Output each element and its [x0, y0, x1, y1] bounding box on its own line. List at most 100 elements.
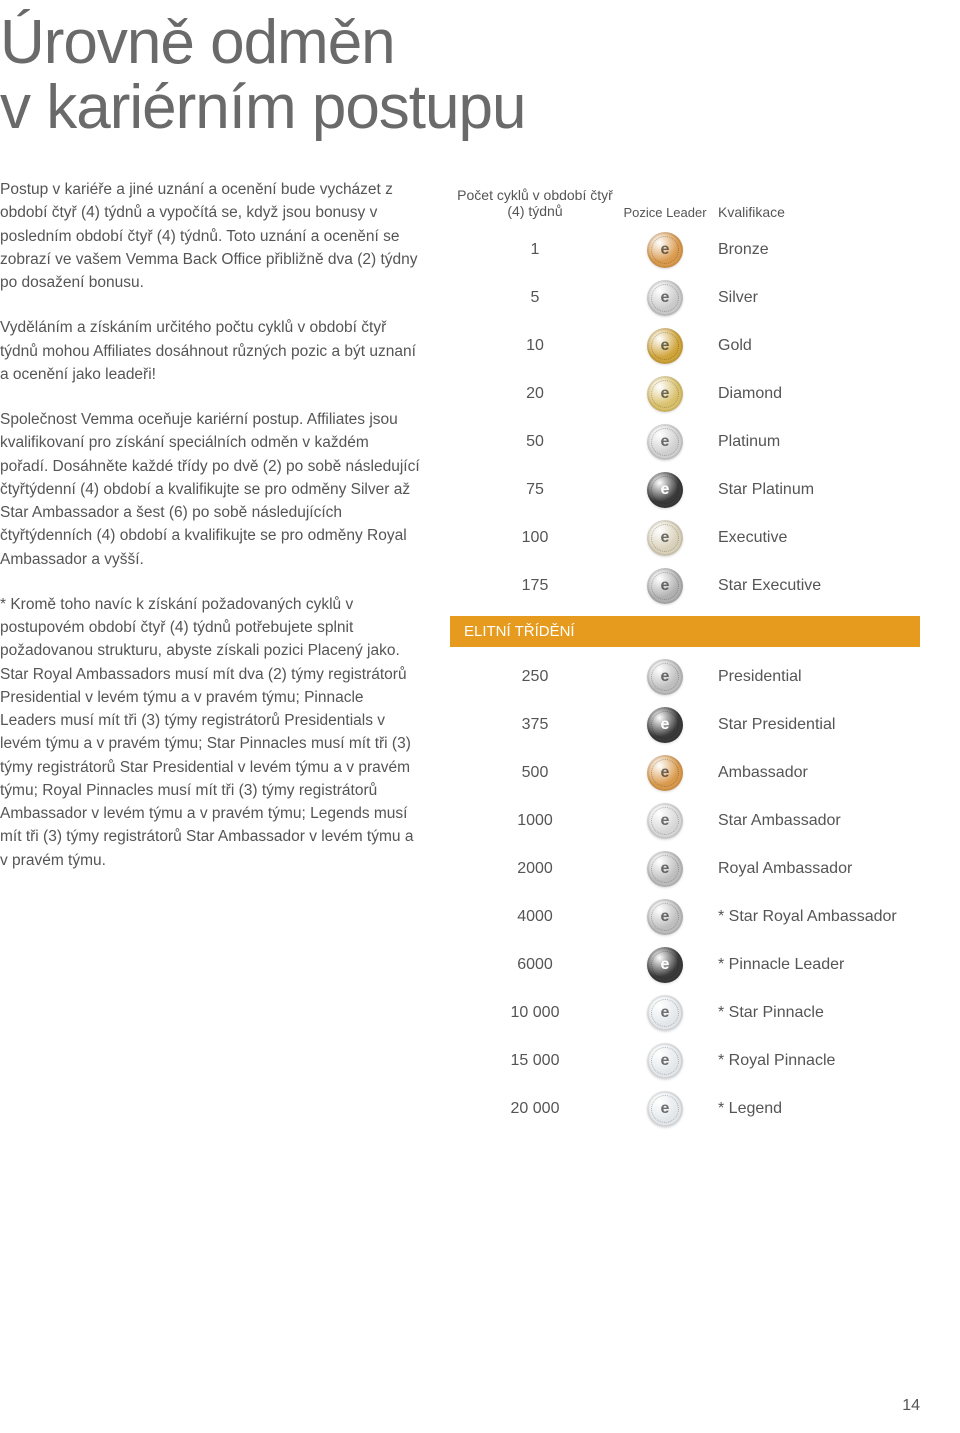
cycles-value: 20 — [450, 385, 620, 403]
coin-icon: e — [647, 1043, 683, 1079]
title-line2: v kariérním postupu — [0, 73, 525, 142]
qualification-label: Presidential — [710, 668, 920, 686]
coin-icon: e — [647, 995, 683, 1031]
coin-icon: e — [647, 280, 683, 316]
table-row: 20 e Diamond — [450, 370, 920, 418]
cycles-value: 15 000 — [450, 1052, 620, 1070]
qualification-label: Star Ambassador — [710, 812, 920, 830]
level-icon-cell: e — [620, 707, 710, 743]
table-row: 500 e Ambassador — [450, 749, 920, 797]
paragraph-3: Společnost Vemma oceňuje kariérní postup… — [0, 408, 420, 571]
qualification-label: * Star Royal Ambassador — [710, 908, 920, 926]
table-row: 75 e Star Platinum — [450, 466, 920, 514]
qualification-label: * Royal Pinnacle — [710, 1052, 920, 1070]
table-row: 250 e Presidential — [450, 653, 920, 701]
table-row: 100 e Executive — [450, 514, 920, 562]
table-row: 5 e Silver — [450, 274, 920, 322]
page-title: Úrovně odměn v kariérním postupu — [0, 10, 920, 140]
qualification-label: Ambassador — [710, 764, 920, 782]
qualification-label: Star Executive — [710, 577, 920, 595]
coin-icon: e — [647, 755, 683, 791]
coin-icon: e — [647, 472, 683, 508]
cycles-value: 500 — [450, 764, 620, 782]
level-icon-cell: e — [620, 328, 710, 364]
paragraph-2: Vyděláním a získáním určitého počtu cykl… — [0, 316, 420, 386]
table-row: 375 e Star Presidential — [450, 701, 920, 749]
levels-table: Počet cyklů v období čtyř (4) týdnů Pozi… — [450, 178, 920, 1133]
table-row: 1 e Bronze — [450, 226, 920, 274]
cycles-value: 4000 — [450, 908, 620, 926]
coin-icon: e — [647, 899, 683, 935]
level-icon-cell: e — [620, 472, 710, 508]
cycles-value: 50 — [450, 433, 620, 451]
cycles-value: 375 — [450, 716, 620, 734]
cycles-value: 250 — [450, 668, 620, 686]
table-row: 2000 e Royal Ambassador — [450, 845, 920, 893]
qualification-label: * Pinnacle Leader — [710, 956, 920, 974]
qualification-label: Silver — [710, 289, 920, 307]
elite-divider: ELITNÍ TŘÍDĚNÍ — [450, 616, 920, 647]
level-icon-cell: e — [620, 659, 710, 695]
table-row: 4000 e * Star Royal Ambassador — [450, 893, 920, 941]
coin-icon: e — [647, 947, 683, 983]
qualification-label: Bronze — [710, 241, 920, 259]
table-row: 50ePlatinum — [450, 418, 920, 466]
cycles-value: 2000 — [450, 860, 620, 878]
body-text-column: Postup v kariéře a jiné uznání a ocenění… — [0, 178, 420, 1133]
level-icon-cell: e — [620, 568, 710, 604]
qualification-label: Royal Ambassador — [710, 860, 920, 878]
cycles-value: 175 — [450, 577, 620, 595]
title-line1: Úrovně odměn — [0, 8, 395, 77]
level-icon-cell: e — [620, 520, 710, 556]
coin-icon: e — [647, 707, 683, 743]
coin-icon: e — [647, 232, 683, 268]
qualification-label: Diamond — [710, 385, 920, 403]
cycles-value: 10 — [450, 337, 620, 355]
level-icon-cell: e — [620, 424, 710, 460]
level-icon-cell: e — [620, 1091, 710, 1127]
coin-icon: e — [647, 659, 683, 695]
cycles-value: 20 000 — [450, 1100, 620, 1118]
qualification-label: Executive — [710, 529, 920, 547]
level-icon-cell: e — [620, 1043, 710, 1079]
coin-icon: e — [647, 328, 683, 364]
table-row: 20 000 e * Legend — [450, 1085, 920, 1133]
qualification-label: Star Platinum — [710, 481, 920, 499]
level-icon-cell: e — [620, 947, 710, 983]
coin-icon: e — [647, 376, 683, 412]
qualification-label: Platinum — [710, 433, 920, 451]
page-number: 14 — [902, 1397, 920, 1415]
cycles-value: 75 — [450, 481, 620, 499]
coin-icon: e — [647, 568, 683, 604]
coin-icon: e — [647, 520, 683, 556]
qualification-label: Star Presidential — [710, 716, 920, 734]
paragraph-1: Postup v kariéře a jiné uznání a ocenění… — [0, 178, 420, 294]
level-icon-cell: e — [620, 280, 710, 316]
coin-icon: e — [647, 1091, 683, 1127]
level-icon-cell: e — [620, 851, 710, 887]
header-qualification: Kvalifikace — [710, 204, 920, 220]
coin-icon: e — [647, 851, 683, 887]
qualification-label: * Legend — [710, 1100, 920, 1118]
table-header: Počet cyklů v období čtyř (4) týdnů Pozi… — [450, 178, 920, 226]
level-icon-cell: e — [620, 995, 710, 1031]
content-columns: Postup v kariéře a jiné uznání a ocenění… — [0, 178, 920, 1133]
level-icon-cell: e — [620, 755, 710, 791]
cycles-value: 1 — [450, 241, 620, 259]
level-icon-cell: e — [620, 232, 710, 268]
cycles-value: 1000 — [450, 812, 620, 830]
table-row: 175 e Star Executive — [450, 562, 920, 610]
table-row: 6000 e * Pinnacle Leader — [450, 941, 920, 989]
table-row: 1000 e Star Ambassador — [450, 797, 920, 845]
coin-icon: e — [647, 803, 683, 839]
level-icon-cell: e — [620, 803, 710, 839]
qualification-label: Gold — [710, 337, 920, 355]
table-row: 15 000 e * Royal Pinnacle — [450, 1037, 920, 1085]
level-icon-cell: e — [620, 899, 710, 935]
cycles-value: 100 — [450, 529, 620, 547]
cycles-value: 10 000 — [450, 1004, 620, 1022]
table-row: 10 000e* Star Pinnacle — [450, 989, 920, 1037]
cycles-value: 5 — [450, 289, 620, 307]
header-cycles: Počet cyklů v období čtyř (4) týdnů — [450, 187, 620, 221]
cycles-value: 6000 — [450, 956, 620, 974]
